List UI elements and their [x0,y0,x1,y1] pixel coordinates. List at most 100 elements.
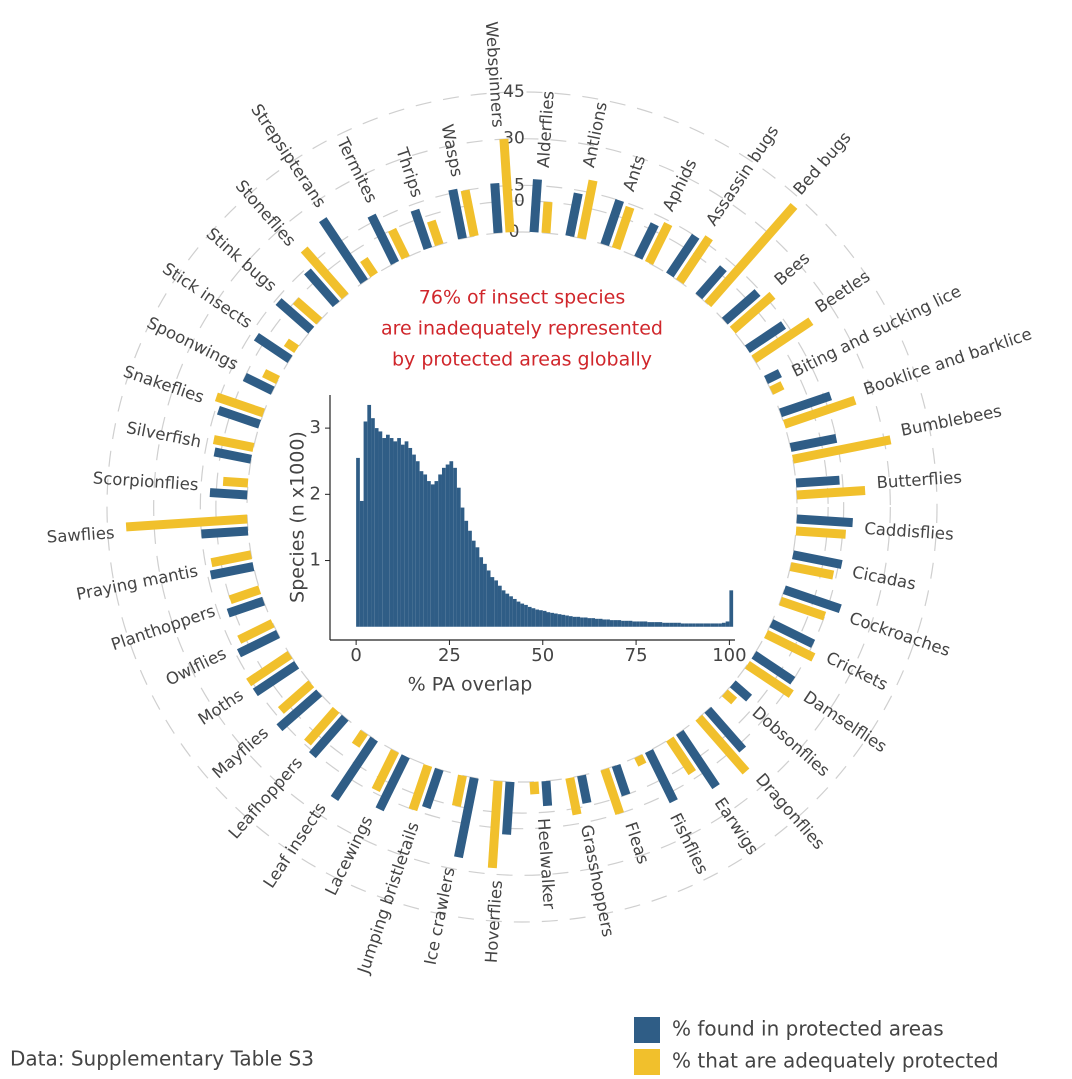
bar [454,777,479,859]
category-label: Aphids [659,156,701,215]
histogram-bar [714,623,719,627]
histogram-bar [378,431,383,627]
bar [276,689,323,732]
bar [351,729,368,748]
bar [226,596,265,618]
y-axis-label: Species (n x1000) [287,431,309,603]
histogram-bar [494,580,498,627]
histogram-bar [643,621,648,627]
category-label: Sawflies [46,523,115,546]
category-label: Earwigs [711,794,763,858]
histogram-bar [613,620,618,627]
bar [236,629,281,658]
histogram-bar [374,428,379,627]
histogram-bar [718,623,722,627]
y-tick-label: 1 [310,550,321,571]
bar [427,219,444,247]
histogram-bar [434,481,439,627]
bar [408,764,433,812]
histogram-bar [639,621,644,627]
bar [216,406,262,429]
bar [371,748,400,793]
histogram-bar [509,596,513,627]
bar [410,208,433,250]
category-label: Hoverflies [482,880,506,964]
bar [213,447,252,464]
category-label: Ants [619,153,649,194]
bar [125,514,248,532]
histogram-bar [464,520,469,627]
histogram-bar [658,622,663,627]
histogram-bar [453,467,457,627]
histogram-bar [527,606,532,627]
bar [304,268,340,308]
bar [375,754,410,812]
bar [763,369,782,385]
y-tick-label: 3 [310,417,321,438]
histogram-bar [479,557,484,627]
category-label: Heelwalker [534,818,559,911]
category-label: Dragonflies [752,770,829,853]
bar [644,221,673,266]
histogram-bar [468,530,472,627]
bar [214,392,265,418]
category-label: Stink bugs [203,224,281,296]
bar [744,321,787,353]
histogram-bar [419,471,424,627]
histogram-bar [415,461,420,627]
bar [275,298,315,334]
histogram-bar [427,481,431,627]
bar [283,338,300,353]
category-label: Alderflies [534,90,558,168]
bar [529,781,540,795]
histogram-bar [524,604,528,627]
histogram-bar [587,618,592,627]
histogram-bar [580,617,584,627]
bar [300,246,349,300]
bar [744,661,794,698]
legend-label: % that are adequately protected [672,1049,999,1073]
histogram-bar [385,434,390,627]
source-note: Data: Supplementary Table S3 [10,1047,314,1071]
bar [729,291,776,334]
annotation: are inadequately represented [381,318,663,340]
y-tick-label: 0 [509,222,520,242]
histogram-bar [483,563,487,627]
histogram-bar [710,623,715,627]
bar [228,585,262,604]
bar [577,774,592,804]
histogram-bar [602,619,607,627]
bar [795,475,840,488]
bar [763,629,816,662]
bar [611,205,635,250]
histogram-bar [501,590,506,627]
bar [695,714,750,775]
histogram-bar [531,608,536,627]
bar [237,619,275,644]
grid-ring [153,138,891,876]
histogram-bar [565,615,569,627]
histogram-bar [512,598,517,627]
bar [387,227,410,260]
histogram-bar [654,622,659,627]
bar [448,188,467,240]
histogram-bar [505,593,510,627]
x-tick-label: 25 [438,645,461,666]
category-label: Bumblebees [899,401,1003,440]
bar [201,526,249,539]
histogram-bar [557,614,562,627]
category-label: Antlions [579,100,611,169]
bar [529,179,542,233]
histogram-bar [595,618,599,627]
legend-swatch [634,1049,660,1075]
bar [600,199,624,247]
histogram-bar [576,616,581,627]
histogram-bar [497,585,502,627]
bar [212,435,255,452]
histogram-bar [684,623,689,627]
category-label: Bed bugs [789,128,854,199]
histogram-bar [486,570,491,627]
histogram-bar [624,620,629,627]
bar [565,192,583,237]
